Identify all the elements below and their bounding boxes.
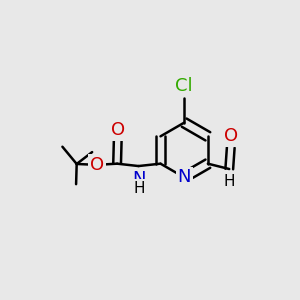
Text: Cl: Cl [176, 77, 193, 95]
Text: O: O [111, 121, 125, 139]
Text: O: O [224, 127, 238, 145]
Text: N: N [177, 168, 191, 186]
Text: H: H [133, 181, 145, 196]
Text: N: N [132, 169, 146, 188]
Text: H: H [224, 174, 235, 189]
Text: O: O [90, 156, 104, 174]
